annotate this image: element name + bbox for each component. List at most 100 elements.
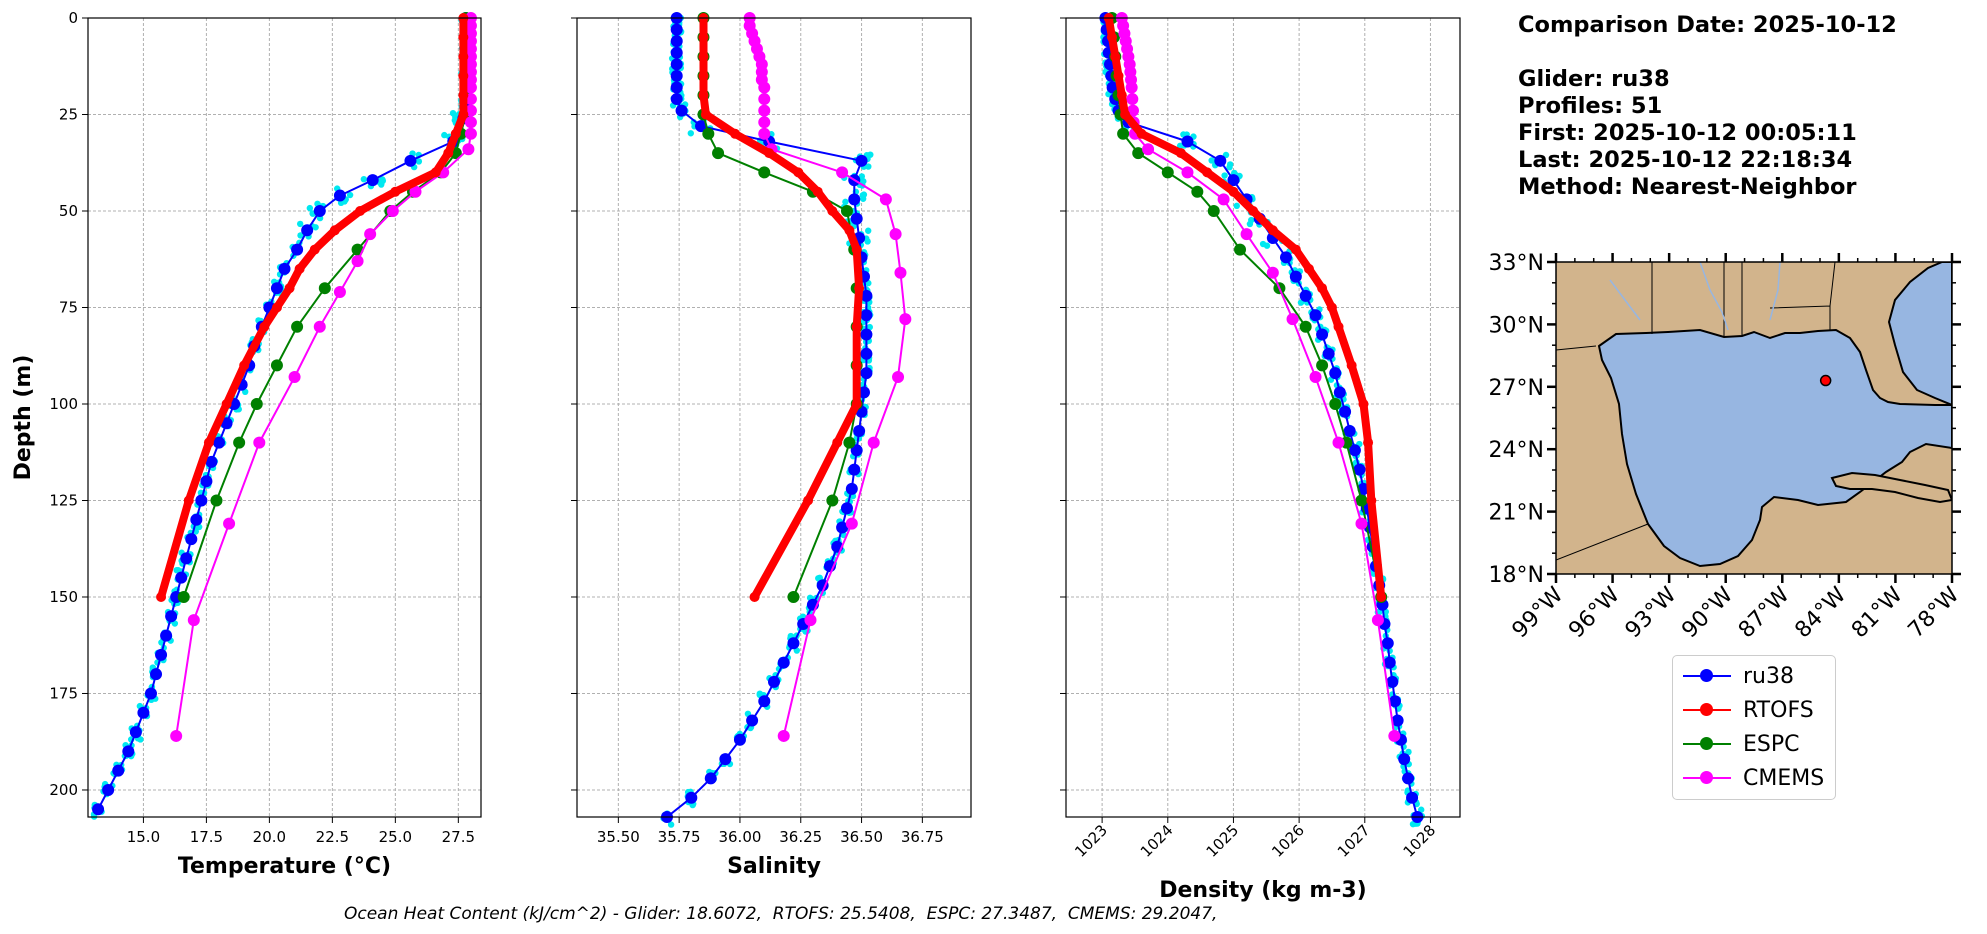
- y-tick-label: 125: [49, 491, 78, 509]
- data-point-ru38: [860, 289, 873, 302]
- data-point-ru38: [1386, 675, 1399, 688]
- data-point-ru38: [404, 154, 417, 167]
- data-point-cmems: [758, 93, 771, 106]
- data-point-ru38: [92, 803, 105, 816]
- glider-sample-point: [415, 158, 423, 165]
- data-point-ru38: [845, 482, 858, 495]
- data-point-ru38: [112, 764, 125, 777]
- data-point-cmems: [899, 313, 912, 326]
- y-tick-label: 175: [49, 684, 78, 702]
- series-line-cmems: [748, 18, 907, 737]
- data-point-ru38: [1383, 656, 1396, 669]
- data-point-rtofs: [1376, 591, 1387, 602]
- data-point-ru38: [155, 648, 168, 661]
- glider-sample-point: [1226, 163, 1233, 171]
- data-point-cmems: [1217, 193, 1230, 206]
- data-point-rtofs: [1110, 51, 1121, 62]
- data-point-ru38: [1343, 425, 1356, 438]
- legend-label: ESPC: [1743, 731, 1800, 757]
- data-point-rtofs: [450, 128, 461, 139]
- glider-sample-point: [297, 232, 304, 239]
- legend-label: RTOFS: [1743, 697, 1814, 723]
- map-lat-label: 18°N: [1489, 563, 1544, 588]
- data-point-rtofs: [1116, 90, 1127, 101]
- data-point-ru38: [144, 687, 157, 700]
- data-point-ru38: [670, 81, 683, 94]
- profile-count: Profiles: 51: [1518, 93, 1663, 119]
- map-lon-label: 90°W: [1677, 582, 1738, 643]
- data-point-rtofs: [698, 32, 709, 43]
- glider-sample-point: [842, 198, 849, 206]
- data-point-rtofs: [329, 225, 340, 236]
- map-lon-label: 81°W: [1847, 582, 1908, 643]
- data-point-ru38: [1388, 695, 1401, 708]
- data-point-cmems: [253, 436, 266, 449]
- data-point-espc: [1329, 397, 1342, 410]
- data-point-rtofs: [764, 148, 775, 159]
- ocean-heat-content-footer: Ocean Heat Content (kJ/cm^2) - Glider: 1…: [344, 904, 1218, 924]
- data-point-ru38: [213, 436, 225, 449]
- data-point-ru38: [670, 23, 683, 36]
- x-tick-label: 1024: [1137, 821, 1177, 861]
- data-point-cmems: [836, 166, 849, 179]
- y-tick-label: 100: [49, 395, 78, 413]
- data-point-cmems: [1355, 517, 1368, 530]
- data-point-ru38: [175, 571, 188, 584]
- data-point-rtofs: [458, 51, 469, 62]
- data-point-espc: [1355, 494, 1368, 507]
- glider-sample-point: [667, 821, 675, 828]
- data-point-ru38: [848, 193, 861, 206]
- x-axis-label: Temperature (°C): [178, 854, 391, 879]
- data-point-ru38: [1398, 753, 1411, 766]
- glider-sample-point: [859, 192, 866, 199]
- legend-label: CMEMS: [1743, 765, 1825, 791]
- data-point-cmems: [1286, 313, 1299, 326]
- x-tick-label: 36.50: [840, 828, 883, 846]
- data-point-ru38: [1299, 289, 1312, 302]
- data-point-espc: [758, 166, 771, 179]
- series-line-ru38: [666, 18, 868, 818]
- data-point-cmems: [1371, 614, 1384, 627]
- series-line-rtofs: [1104, 17, 1386, 598]
- data-point-espc: [826, 494, 839, 507]
- glider-sample-point: [1405, 748, 1412, 756]
- y-tick-label: 25: [59, 105, 78, 123]
- map-lat-label: 21°N: [1489, 501, 1544, 526]
- y-tick-label: 0: [68, 9, 78, 27]
- data-point-ru38: [195, 494, 208, 507]
- data-point-ru38: [777, 656, 790, 669]
- data-point-ru38: [758, 695, 771, 708]
- data-point-rtofs: [851, 321, 862, 332]
- data-point-rtofs: [698, 90, 709, 101]
- data-point-ru38: [160, 629, 173, 642]
- gulf-map: 99°W96°W93°W90°W87°W84°W81°W78°W 18°N 21°N…: [1489, 251, 1965, 643]
- data-point-cmems: [889, 228, 902, 241]
- data-point-espc: [1316, 359, 1329, 372]
- data-point-cmems: [170, 729, 183, 742]
- data-point-rtofs: [851, 244, 862, 255]
- data-point-ru38: [1322, 347, 1335, 360]
- data-point-rtofs: [221, 398, 232, 409]
- data-point-rtofs: [1175, 148, 1186, 159]
- data-point-espc: [250, 397, 263, 410]
- glider-sample-point: [360, 175, 368, 183]
- data-point-ru38: [860, 347, 873, 360]
- glider-position-marker: [1819, 374, 1832, 387]
- data-point-ru38: [1181, 135, 1194, 148]
- data-point-cmems: [892, 370, 905, 383]
- data-point-ru38: [670, 46, 683, 59]
- data-point-cmems: [1181, 166, 1194, 179]
- map-lat-label: 24°N: [1489, 438, 1544, 463]
- data-point-ru38: [137, 706, 150, 719]
- data-point-ru38: [860, 328, 873, 341]
- data-point-ru38: [185, 533, 198, 546]
- data-point-espc: [233, 436, 246, 449]
- data-point-ru38: [1214, 154, 1227, 167]
- x-tick-label: 1023: [1071, 821, 1111, 861]
- data-point-rtofs: [443, 148, 454, 159]
- y-tick-label: 200: [49, 781, 78, 799]
- x-tick-label: 15.0: [127, 828, 160, 846]
- data-point-rtofs: [355, 205, 366, 216]
- glider-sample-point: [1180, 131, 1187, 138]
